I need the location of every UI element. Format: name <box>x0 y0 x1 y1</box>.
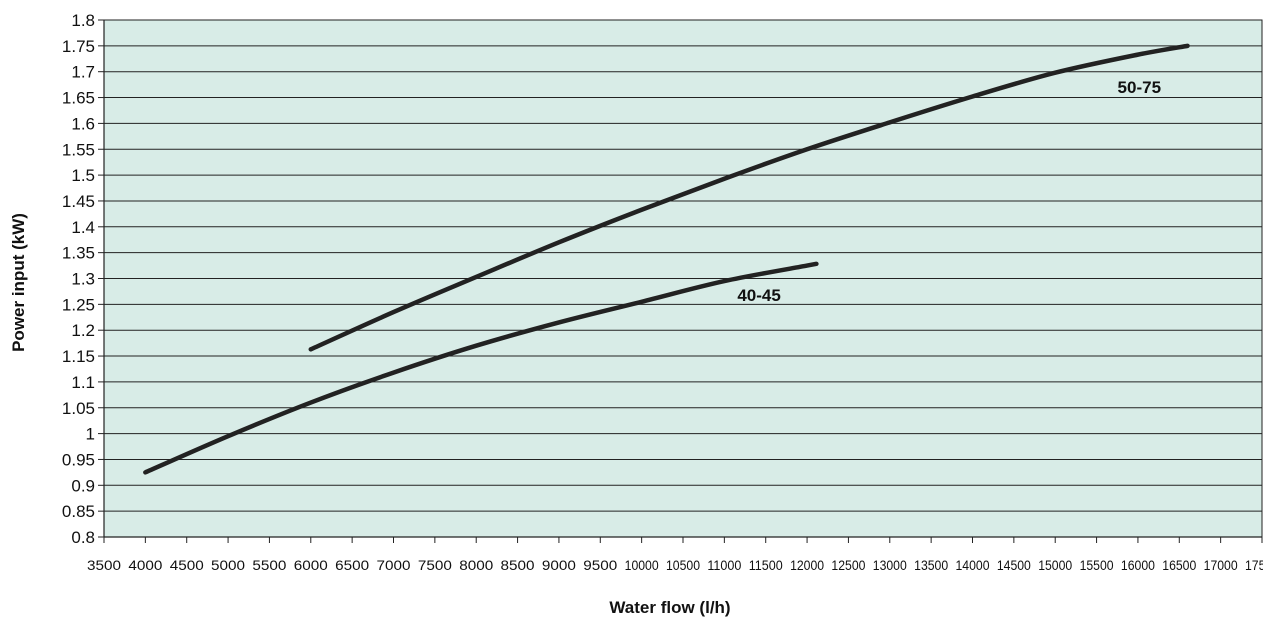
y-tick-label: 0.8 <box>71 528 95 547</box>
y-tick-label: 1.15 <box>62 347 95 366</box>
x-tick-label: 17000 <box>1204 558 1238 573</box>
y-tick-label: 1.35 <box>62 244 95 263</box>
x-tick-label: 12000 <box>790 558 824 573</box>
x-tick-label: 7000 <box>377 558 411 573</box>
x-tick-labels: 3500 4000 4500 5000 5500 6000 6500 7000 7500 8000… <box>87 537 1263 573</box>
series-lines <box>143 43 1190 475</box>
x-tick-label: 3500 <box>87 558 121 573</box>
x-axis-label: Water flow (l/h) <box>609 598 730 617</box>
series-line-40-45 <box>143 261 819 475</box>
x-tick-label: 11500 <box>749 558 783 573</box>
x-tick-label: 13500 <box>914 558 948 573</box>
x-tick-label: 17500 <box>1245 558 1263 573</box>
y-tick-label: 0.95 <box>62 450 95 469</box>
x-tick-label: 9000 <box>542 558 576 573</box>
x-tick-label: 16500 <box>1162 558 1196 573</box>
x-tick-label: 16000 <box>1121 558 1155 573</box>
x-tick-label: 6000 <box>294 558 328 573</box>
x-tick-label: 4500 <box>170 558 204 573</box>
y-tick-label: 1.45 <box>62 192 95 211</box>
y-axis-label: Power input (kW) <box>9 213 28 352</box>
y-tick-label: 1.6 <box>71 114 95 133</box>
y-tick-label: 1.55 <box>62 140 95 159</box>
x-tick-label: 10500 <box>666 558 700 573</box>
x-tick-label: 13000 <box>873 558 907 573</box>
series-line-50-75 <box>308 43 1190 352</box>
x-tick-label: 14000 <box>956 558 990 573</box>
x-tick-label: 11000 <box>707 558 741 573</box>
y-tick-label: 1 <box>86 425 95 444</box>
y-tick-label: 1.7 <box>71 63 95 82</box>
x-tick-label: 14500 <box>997 558 1031 573</box>
x-tick-label: 5000 <box>211 558 245 573</box>
y-tick-label: 0.9 <box>71 476 95 495</box>
x-tick-label: 4000 <box>128 558 162 573</box>
gridlines <box>104 19 1262 538</box>
x-tick-label: 8000 <box>459 558 493 573</box>
y-tick-label: 1.8 <box>71 11 95 30</box>
x-tick-label: 15500 <box>1080 558 1114 573</box>
y-tick-label: 1.2 <box>71 321 95 340</box>
y-tick-label: 0.85 <box>62 502 95 521</box>
series-label-40-45: 40-45 <box>737 286 780 305</box>
y-tick-label: 1.65 <box>62 89 95 108</box>
y-tick-label: 1.3 <box>71 270 95 289</box>
y-tick-labels: 0.8 0.85 0.9 0.95 1 1.05 1.1 1.15 1.2 1.25 1.3 1.35… <box>62 11 104 547</box>
x-tick-label: 5500 <box>252 558 286 573</box>
y-tick-label: 1.1 <box>71 373 95 392</box>
x-tick-label: 8500 <box>501 558 535 573</box>
x-tick-label: 12500 <box>831 558 865 573</box>
x-tick-label: 10000 <box>625 558 659 573</box>
y-tick-label: 1.25 <box>62 295 95 314</box>
y-tick-label: 1.75 <box>62 37 95 56</box>
x-tick-label: 7500 <box>418 558 452 573</box>
y-tick-label: 1.4 <box>71 218 95 237</box>
x-tick-label: 15000 <box>1038 558 1072 573</box>
series-label-50-75: 50-75 <box>1118 78 1161 97</box>
series-labels: 50-75 40-45 <box>737 78 1161 305</box>
x-tick-label: 9500 <box>583 558 617 573</box>
x-tick-label: 6500 <box>335 558 369 573</box>
y-tick-label: 1.5 <box>71 166 95 185</box>
y-tick-label: 1.05 <box>62 399 95 418</box>
